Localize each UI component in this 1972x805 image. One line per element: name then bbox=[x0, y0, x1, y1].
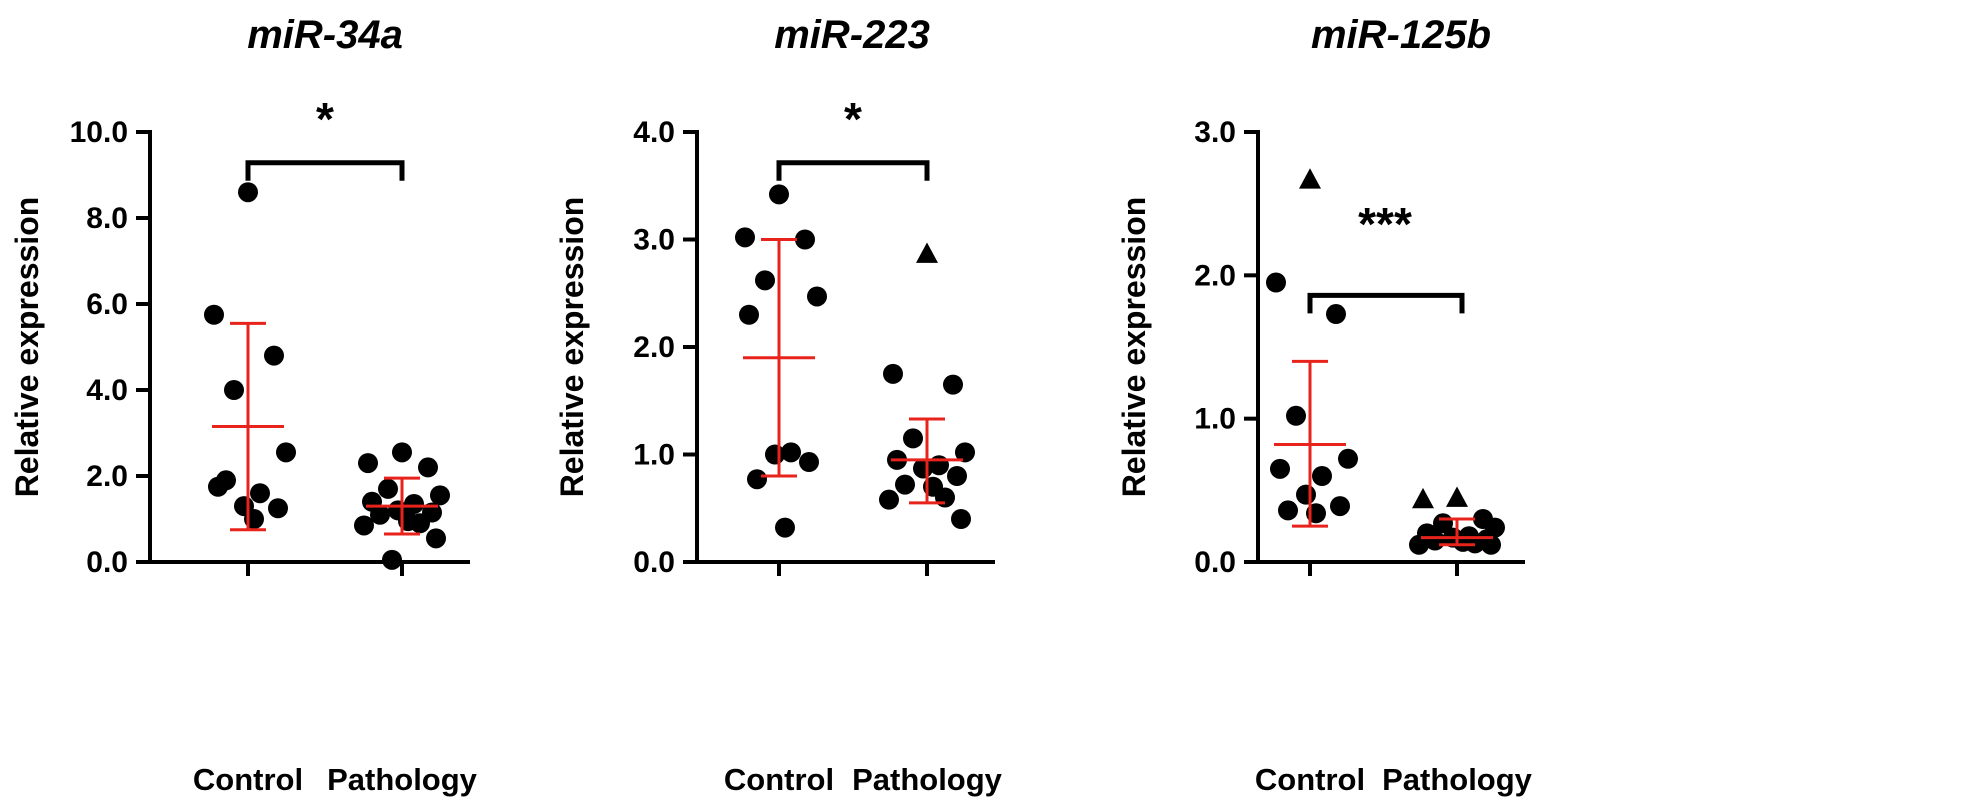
data-point bbox=[426, 528, 446, 549]
data-point bbox=[913, 458, 933, 479]
data-point bbox=[775, 517, 795, 538]
y-tick-label: 2.0 bbox=[86, 460, 128, 493]
data-point bbox=[1286, 405, 1306, 426]
data-point bbox=[1266, 272, 1286, 293]
data-point bbox=[354, 515, 374, 536]
significance-marker: * bbox=[316, 93, 334, 145]
chart-title: miR-125b bbox=[1311, 13, 1491, 57]
data-point bbox=[943, 374, 963, 395]
chart-title: miR-223 bbox=[774, 13, 930, 57]
y-tick-label: 0.0 bbox=[1194, 546, 1236, 579]
data-point bbox=[268, 498, 288, 519]
data-point bbox=[250, 483, 270, 504]
y-tick-label: 2.0 bbox=[1194, 259, 1236, 292]
data-point bbox=[765, 444, 785, 465]
data-point-triangle bbox=[1412, 487, 1434, 509]
data-point bbox=[410, 513, 430, 534]
panel-mir-223: miR-223 Relative expression Control Path… bbox=[554, 13, 1003, 797]
data-point bbox=[883, 363, 903, 384]
significance-marker: *** bbox=[1358, 198, 1412, 250]
data-point bbox=[781, 442, 801, 463]
data-point bbox=[735, 227, 755, 248]
data-point bbox=[951, 509, 971, 529]
significance-marker: * bbox=[844, 93, 862, 145]
y-tick-label: 1.0 bbox=[1194, 403, 1236, 436]
data-point bbox=[382, 549, 402, 570]
x-tick-label-control: Control bbox=[193, 762, 303, 797]
data-point bbox=[795, 229, 815, 250]
data-point bbox=[1326, 304, 1346, 325]
y-axis-label: Relative expression bbox=[554, 197, 590, 498]
significance-bracket bbox=[245, 160, 405, 181]
panel-mir-125b: miR-125b Relative expression Control Pat… bbox=[1116, 13, 1533, 797]
data-point bbox=[430, 485, 450, 506]
plot-area: 0.0 1.0 2.0 3.0 bbox=[1194, 116, 1525, 579]
data-point bbox=[755, 270, 775, 291]
data-point bbox=[1481, 534, 1501, 555]
y-tick-label: 3.0 bbox=[1194, 116, 1236, 149]
data-point bbox=[276, 442, 296, 463]
data-point bbox=[955, 442, 975, 463]
data-point bbox=[895, 474, 915, 495]
y-axis-label: Relative expression bbox=[9, 197, 45, 498]
data-point bbox=[879, 489, 899, 510]
data-point-triangle bbox=[916, 242, 938, 263]
plot-area: 0.0 1.0 2.0 3.0 4.0 bbox=[633, 116, 995, 579]
data-point bbox=[418, 457, 438, 478]
data-point bbox=[947, 466, 967, 486]
y-tick-label: 8.0 bbox=[86, 202, 128, 235]
data-point bbox=[935, 487, 955, 508]
data-point-triangle bbox=[1299, 168, 1321, 189]
data-point bbox=[378, 478, 398, 499]
data-point bbox=[739, 304, 759, 325]
y-tick-label: 3.0 bbox=[633, 224, 675, 257]
data-point bbox=[1338, 448, 1358, 469]
x-tick-label-control: Control bbox=[724, 762, 834, 797]
data-point bbox=[799, 452, 819, 473]
data-point bbox=[224, 380, 244, 400]
data-point bbox=[238, 182, 258, 203]
data-point bbox=[1409, 534, 1429, 555]
data-point bbox=[903, 428, 923, 449]
x-tick-label-pathology: Pathology bbox=[852, 762, 1003, 797]
data-point bbox=[358, 453, 378, 474]
y-axis-label: Relative expression bbox=[1116, 197, 1152, 498]
data-point bbox=[1330, 496, 1350, 517]
y-tick-label: 4.0 bbox=[86, 374, 128, 407]
y-tick-label: 10.0 bbox=[70, 116, 128, 149]
x-tick-label-control: Control bbox=[1255, 762, 1365, 797]
y-tick-label: 0.0 bbox=[86, 546, 128, 579]
significance-bracket bbox=[776, 160, 930, 181]
data-point bbox=[769, 184, 789, 205]
y-tick-label: 6.0 bbox=[86, 288, 128, 321]
data-point bbox=[264, 345, 284, 366]
significance-bracket bbox=[1307, 292, 1465, 314]
data-point bbox=[1296, 484, 1316, 505]
y-tick-label: 1.0 bbox=[633, 439, 675, 472]
data-point bbox=[1278, 500, 1298, 521]
panel-mir-34a: miR-34a Relative expression Control Path… bbox=[9, 13, 478, 797]
data-point bbox=[204, 304, 224, 325]
data-point bbox=[370, 504, 390, 525]
data-point bbox=[747, 469, 767, 490]
data-point bbox=[807, 286, 827, 307]
data-point bbox=[216, 470, 236, 491]
data-point bbox=[404, 493, 424, 514]
data-point-triangle bbox=[1446, 486, 1468, 507]
x-tick-label-pathology: Pathology bbox=[1382, 762, 1533, 797]
data-point bbox=[1270, 458, 1290, 479]
y-tick-label: 4.0 bbox=[633, 116, 675, 149]
chart-title: miR-34a bbox=[247, 13, 403, 57]
data-point bbox=[392, 442, 412, 463]
x-tick-label-pathology: Pathology bbox=[327, 762, 478, 797]
plot-area: 0.0 2.0 4.0 6.0 8.0 10.0 bbox=[70, 116, 470, 579]
data-point bbox=[1312, 466, 1332, 486]
y-tick-label: 0.0 bbox=[633, 546, 675, 579]
y-tick-label: 2.0 bbox=[633, 331, 675, 364]
